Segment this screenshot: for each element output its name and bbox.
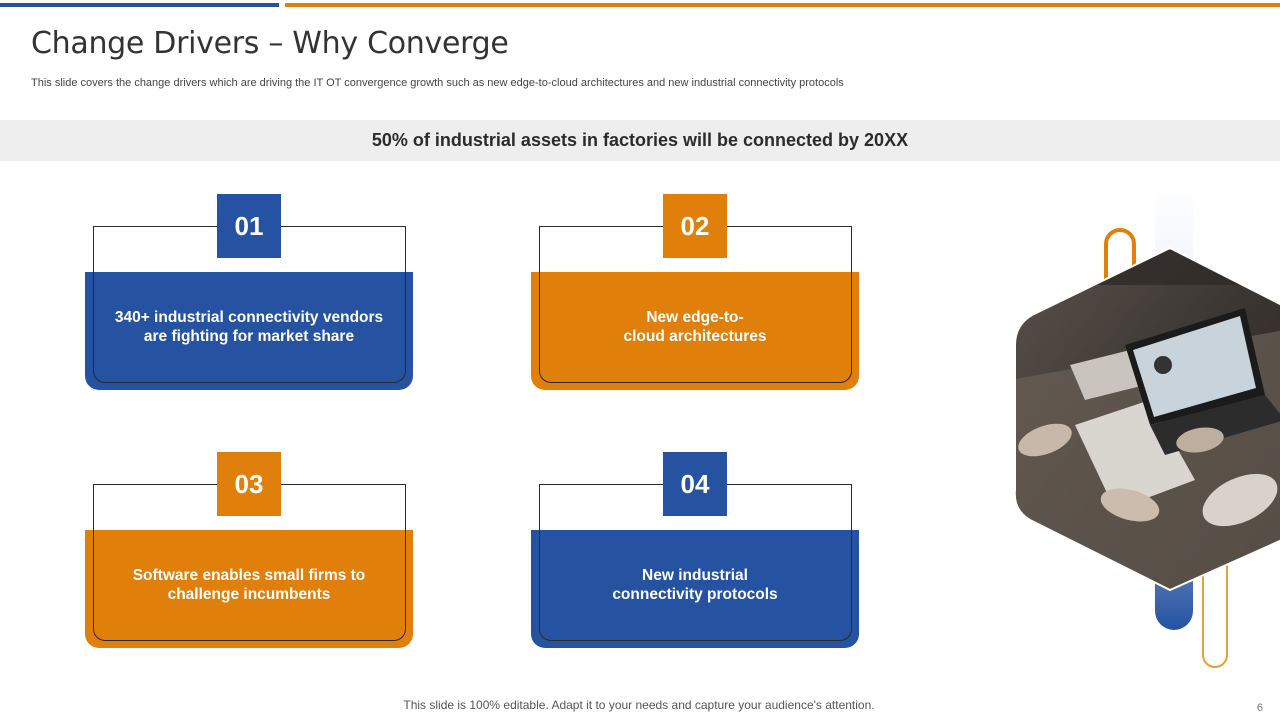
headline-banner: 50% of industrial assets in factories wi…: [0, 120, 1280, 161]
slide-title: Change Drivers – Why Converge: [31, 26, 509, 61]
headline-banner-text: 50% of industrial assets in factories wi…: [371, 130, 909, 150]
card-number-badge: 04: [663, 452, 727, 516]
card-text: 340+ industrial connectivity vendors are…: [114, 309, 384, 345]
driver-card-01: 01 340+ industrial connectivity vendors …: [85, 194, 413, 390]
card-text: Software enables small firms to challeng…: [132, 567, 366, 603]
card-fill: [531, 530, 859, 648]
card-text: New edge-to- cloud architectures: [623, 309, 767, 345]
top-accent-bar-orange: [285, 3, 1280, 7]
card-number-badge: 01: [217, 194, 281, 258]
hexagon-frame: [1013, 246, 1280, 592]
driver-card-04: 04 New industrial connectivity protocols: [531, 452, 859, 648]
meeting-photo-icon: [1014, 248, 1280, 590]
top-accent-bar-blue: [0, 3, 279, 7]
slide-footer: This slide is 100% editable. Adapt it to…: [403, 698, 875, 712]
page-number: 6: [1256, 702, 1263, 714]
driver-card-03: 03 Software enables small firms to chall…: [85, 452, 413, 648]
card-fill: [85, 272, 413, 390]
card-fill: [85, 530, 413, 648]
decorative-photo-group: [1013, 180, 1280, 668]
card-text: New industrial connectivity protocols: [612, 567, 778, 603]
card-number-badge: 02: [663, 194, 727, 258]
slide-subtitle: This slide covers the change drivers whi…: [31, 77, 844, 89]
card-fill: [531, 272, 859, 390]
driver-card-02: 02 New edge-to- cloud architectures: [531, 194, 859, 390]
card-number-badge: 03: [217, 452, 281, 516]
